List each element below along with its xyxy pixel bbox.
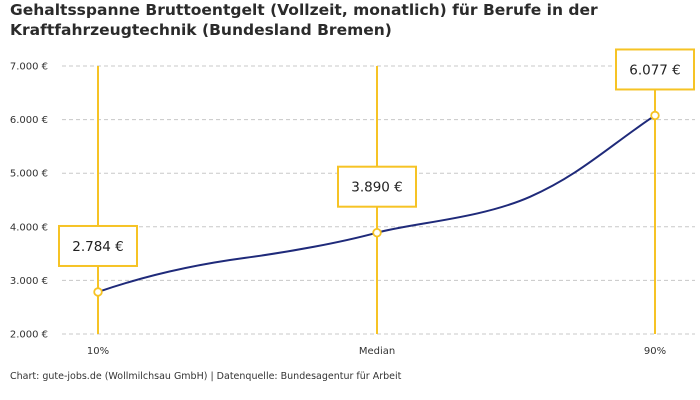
value-label: 2.784 € [72,239,124,255]
point-marker [372,227,382,238]
point-markers [93,110,660,297]
x-axis-ticks: 10% Median 90% [87,346,666,357]
y-axis-ticks: 2.000 € 3.000 € 4.000 € 5.000 € 6.000 € 7.000… [10,62,48,341]
y-tick-label: 2.000 € [10,330,48,341]
value-callouts: 2.784 € 3.890 € 6.077 € [58,48,695,267]
value-label: 3.890 € [351,180,403,196]
value-callout-box [58,224,138,267]
point-marker [650,110,660,121]
y-tick-label: 5.000 € [10,169,48,180]
value-callout-box [615,48,695,91]
value-callout-box [337,165,417,208]
chart-source: Chart: gute-jobs.de (Wollmilchsau GmbH) … [10,371,402,382]
x-tick-label: Median [359,346,395,357]
y-tick-label: 6.000 € [10,115,48,126]
y-tick-label: 4.000 € [10,222,48,233]
value-label: 6.077 € [629,62,681,78]
point-marker [93,287,103,297]
y-tick-label: 3.000 € [10,276,48,287]
chart-title: Gehaltsspanne Bruttoentgelt (Vollzeit, m… [10,1,598,39]
x-tick-label: 10% [87,346,109,357]
x-tick-label: 90% [644,346,666,357]
y-tick-label: 7.000 € [10,62,48,73]
gridlines [62,65,695,335]
